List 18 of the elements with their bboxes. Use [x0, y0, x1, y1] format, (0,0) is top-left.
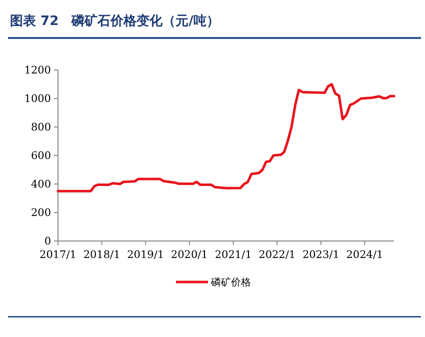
- y-tick-label: 200: [30, 207, 51, 220]
- x-tick-label: 2018/1: [83, 249, 120, 261]
- y-tick-label: 800: [30, 122, 51, 134]
- x-tick-label: 2022/1: [258, 249, 296, 261]
- x-tick-label: 2024/1: [346, 249, 384, 261]
- x-tick-label: 2019/1: [127, 249, 164, 261]
- x-tick-label: 2021/1: [214, 249, 252, 261]
- x-tick-label: 2020/1: [170, 249, 208, 261]
- chart-title: 图表 72 磷矿石价格变化（元/吨）: [10, 13, 220, 29]
- legend-label: 磷矿价格: [210, 276, 251, 288]
- x-tick-label: 2023/1: [302, 249, 340, 261]
- y-tick-label: 400: [30, 178, 51, 191]
- y-tick-label: 1200: [24, 64, 51, 77]
- y-tick-label: 1000: [24, 93, 51, 106]
- line-series: [56, 83, 396, 192]
- y-tick-label: 0: [44, 236, 51, 248]
- y-tick-label: 600: [30, 150, 51, 162]
- x-tick-label: 2017/1: [40, 249, 76, 261]
